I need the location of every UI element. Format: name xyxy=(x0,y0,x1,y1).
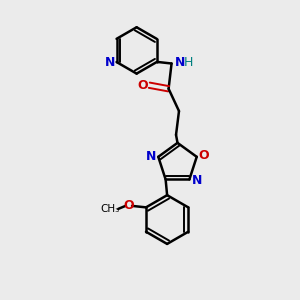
Text: O: O xyxy=(199,149,209,162)
Text: O: O xyxy=(124,200,134,212)
Text: CH₃: CH₃ xyxy=(100,204,120,214)
Text: O: O xyxy=(137,79,148,92)
Text: N: N xyxy=(105,56,115,68)
Text: H: H xyxy=(184,56,193,69)
Text: N: N xyxy=(192,173,202,187)
Text: N: N xyxy=(146,150,156,163)
Text: N: N xyxy=(175,56,185,69)
